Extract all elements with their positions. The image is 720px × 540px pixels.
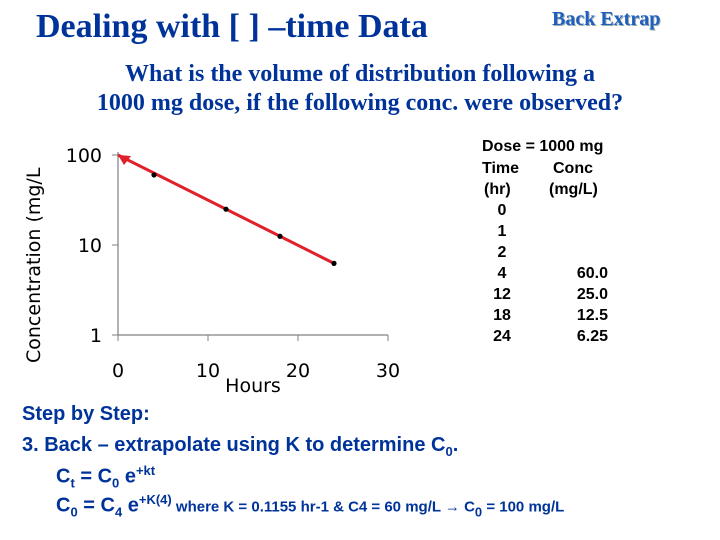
step-heading: Step by Step:	[22, 403, 150, 425]
step-3-sub: 0	[445, 444, 453, 459]
back-extrap-link[interactable]: Back Extrap	[552, 8, 661, 30]
dose-label: Dose = 1000 mg	[482, 138, 604, 155]
eq2-res-val: = 100 mg/L	[482, 498, 565, 516]
conc-cell: 25.0	[576, 286, 608, 303]
conc-header: Conc	[553, 160, 593, 177]
time-cell: 24	[493, 328, 511, 345]
concentration-time-chart: 0 10 20 30 100 10 1 Concentration (mg/L Hours	[23, 145, 400, 397]
eq2-csub: 0	[70, 504, 78, 520]
time-cell: 2	[497, 244, 507, 261]
question-line-1: What is the volume of distribution follo…	[124, 61, 596, 87]
eq2-res-sub: 0	[474, 504, 483, 520]
eq2-sup: +K(4)	[138, 492, 172, 507]
time-header: Time	[482, 160, 520, 177]
step-3-prefix: 3. Back – extrapolate using K to determi…	[22, 434, 446, 456]
eq1-sup: +kt	[135, 463, 156, 478]
slide-title: Dealing with [ ] –time Data	[36, 8, 428, 45]
eq2-where: where K = 0.1155 hr-1 & C4 = 60 mg/L	[171, 498, 445, 516]
x-tick-label: 0	[112, 360, 124, 382]
eq1-mid: = C	[74, 465, 113, 488]
eq2-c4sub: 4	[114, 504, 123, 520]
question-text: What is the volume of distribution follo…	[0, 60, 720, 118]
equation-2: C0 = C4 e+K(4) where K = 0.1155 hr-1 & C…	[56, 492, 564, 520]
x-tick-label: 10	[196, 360, 220, 382]
time-cell: 0	[497, 202, 507, 219]
eq1-c0sub: 0	[112, 475, 120, 491]
data-point	[223, 206, 229, 212]
question-line-2: 1000 mg dose, if the following conc. wer…	[96, 90, 624, 116]
x-axis-title: Hours	[225, 375, 281, 397]
y-tick-label: 10	[78, 235, 102, 257]
eq2-e: e	[122, 494, 139, 517]
data-point	[277, 233, 283, 239]
conc-cell: 12.5	[576, 307, 608, 324]
time-cell: 12	[493, 286, 511, 303]
step-3-text: 3. Back – extrapolate using K to determi…	[22, 434, 458, 459]
eq1-c: C	[56, 465, 71, 488]
conc-cell: 6.25	[576, 328, 608, 345]
eq1-csub: t	[70, 475, 75, 491]
eq2-mid: = C	[77, 494, 115, 517]
time-cell: 1	[497, 223, 507, 240]
x-tick-label: 20	[286, 360, 310, 382]
arrow-icon: →	[444, 498, 460, 516]
data-point	[331, 260, 337, 266]
step-3-suffix: .	[452, 434, 459, 456]
conc-cell: 60.0	[576, 265, 608, 282]
x-tick-label: 30	[376, 360, 400, 382]
eq2-c: C	[56, 494, 71, 517]
y-tick-label: 100	[66, 145, 102, 167]
extrapolation-arrowhead	[118, 155, 131, 165]
eq1-e: e	[119, 465, 136, 488]
eq2-res-c: C	[459, 498, 475, 516]
time-unit: (hr)	[484, 181, 511, 198]
y-tick-label: 1	[90, 325, 102, 347]
conc-unit: (mg/L)	[549, 181, 598, 198]
time-cell: 18	[493, 307, 511, 324]
data-point	[151, 172, 157, 178]
y-axis-title: Concentration (mg/L	[23, 167, 45, 363]
time-cell: 4	[497, 265, 507, 282]
equation-1: Ct = C0 e+kt	[56, 463, 155, 491]
